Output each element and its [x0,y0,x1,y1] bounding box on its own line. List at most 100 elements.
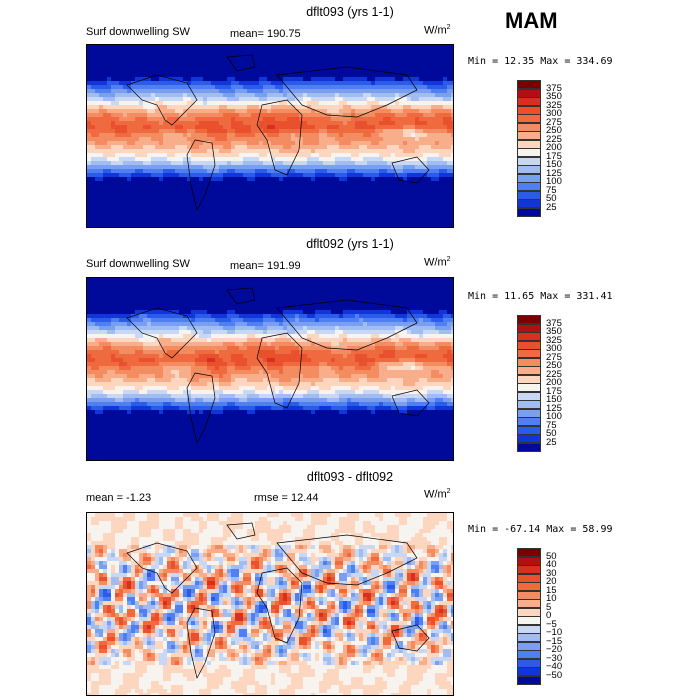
map-1-cell [431,49,436,54]
map-1-cell [355,73,360,78]
map-1-cell [403,97,408,102]
map-1-cell [383,133,388,138]
map-1-cell [355,205,360,210]
map-1-cell [251,217,256,222]
map-1-cell [195,85,200,90]
map-1-cell [223,121,228,126]
map-1-cell [247,225,252,227]
map-1-cell [367,73,372,78]
map-1-cell [427,209,432,214]
map-2-cell [131,282,136,287]
map-1-cell [387,217,392,222]
map-1-cell [203,149,208,154]
map-1-cell [179,225,184,227]
map-1-cell [243,133,248,138]
map-2-cell [351,282,356,287]
map-1-cell [267,129,272,134]
map-1-cell [411,129,416,134]
map-1-cell [391,193,396,198]
map-2-cell [143,306,148,311]
map-1-cell [287,149,292,154]
map-1-cell [171,205,176,210]
map-1-cell [143,209,148,214]
map-1-cell [407,137,412,142]
map-1-cell [187,145,192,150]
map-1-cell [375,149,380,154]
map-1-cell [263,201,268,206]
map-1-cell [371,125,376,130]
map-1-cell [151,181,156,186]
map-2-cell [119,278,124,283]
map-1-cell [263,57,268,62]
map-1-cell [139,157,144,162]
map-1-cell [203,89,208,94]
map-2-cell [451,294,453,299]
map-1-cell [235,185,240,190]
map-1-cell [203,45,208,50]
map-1-cell [207,177,212,182]
map-2-cell [99,306,104,311]
map-1-cell [167,149,172,154]
map-2-cell [163,278,168,283]
map-1-cell [279,53,284,58]
map-2-cell [95,278,100,283]
map-1-cell [151,209,156,214]
map-1-cell [235,181,240,186]
map-2-cell [295,298,300,303]
map-1-cell [279,173,284,178]
map-1-cell [439,89,444,94]
map-2-cell [139,302,144,307]
map-1-cell [167,101,172,106]
map-1-cell [391,69,396,74]
map-1-cell [395,197,400,202]
map-1-cell [131,49,136,54]
map-1-cell [127,81,132,86]
map-2-cell [231,306,236,311]
map-1-cell [275,137,280,142]
map-1-cell [179,109,184,114]
map-1-cell [335,125,340,130]
map-1-cell [127,125,132,130]
map-1-cell [447,77,452,82]
map-1-cell [111,77,116,82]
map-2-cell [259,306,264,311]
map-1-cell [403,189,408,194]
map-1-cell [131,61,136,66]
map-1-cell [391,49,396,54]
map-1-cell [187,121,192,126]
map-1-cell [375,133,380,138]
map-1-cell [391,137,396,142]
map-1-cell [339,145,344,150]
map-1-cell [91,149,96,154]
map-1-cell [275,161,280,166]
map-1-cell [431,173,436,178]
map-1-cell [127,129,132,134]
map-1-cell [427,201,432,206]
map-1-cell [323,153,328,158]
map-1-cell [283,93,288,98]
map-1-cell [307,153,312,158]
map-1-cell [447,81,452,86]
map-1-cell [95,85,100,90]
map-1-cell [135,113,140,118]
map-1-cell [247,213,252,218]
map-1-cell [303,221,308,226]
map-1-cell [431,69,436,74]
map-1-cell [187,49,192,54]
map-1-cell [323,45,328,50]
map-1-cell [379,69,384,74]
map-1-cell [395,65,400,70]
map-2-cell [291,294,296,299]
map-2-cell [315,278,320,283]
map-2-cell [447,298,452,303]
map-1-cell [231,217,236,222]
map-1-cell [347,93,352,98]
map-1-cell [139,105,144,110]
map-1-cell [191,169,196,174]
map-1-cell [155,193,160,198]
map-1-cell [211,85,216,90]
map-1-cell [447,217,452,222]
map-1-cell [171,185,176,190]
map-1-cell [167,137,172,142]
map-1-cell [243,69,248,74]
